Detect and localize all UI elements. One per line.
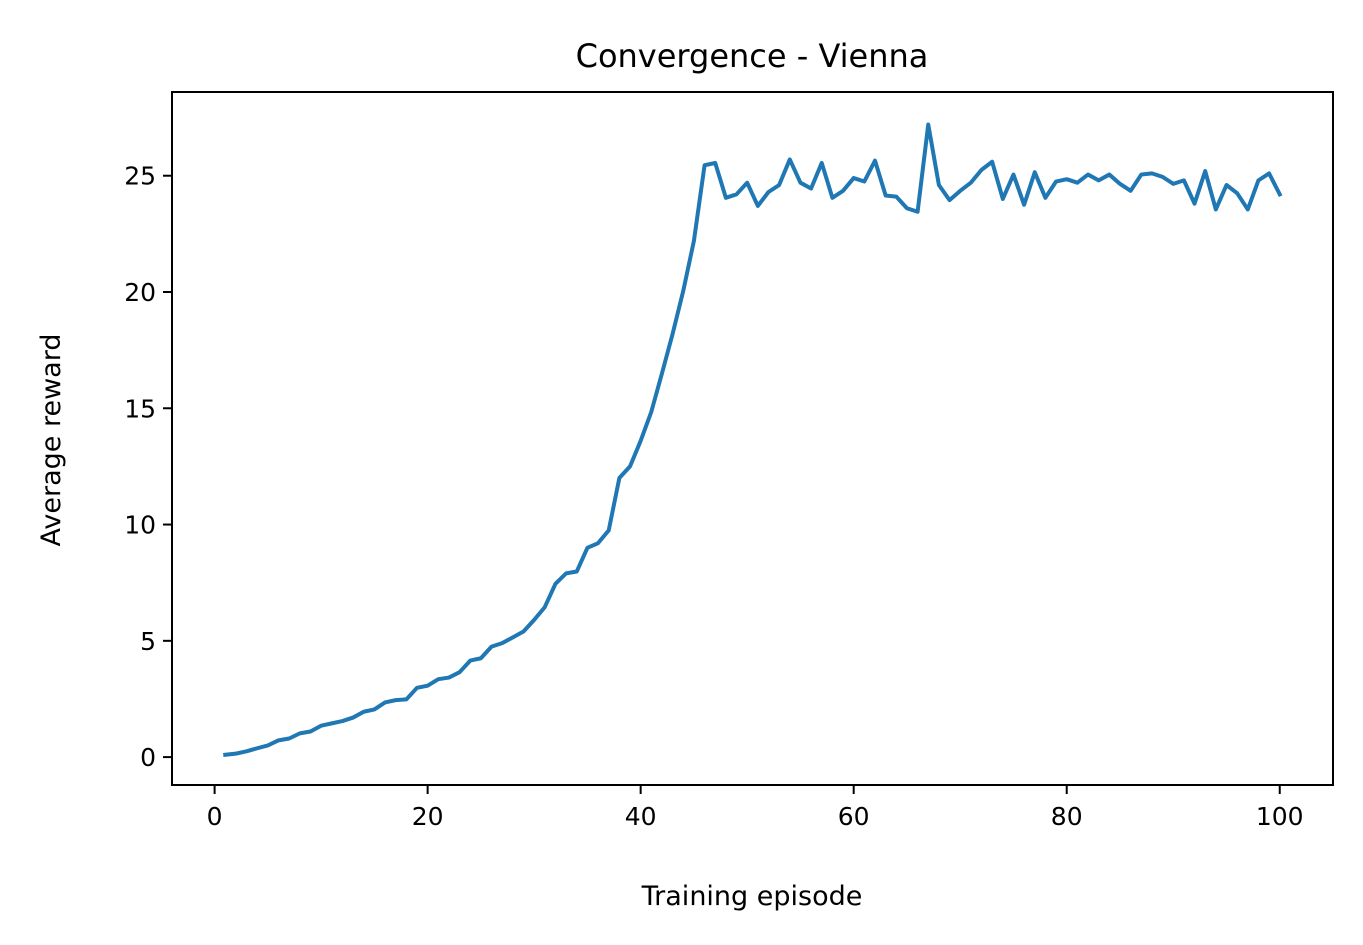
x-tick-label: 80	[1051, 802, 1083, 831]
y-axis: 0 5 10 15 20 25	[124, 162, 172, 772]
y-tick-label: 15	[124, 394, 156, 423]
y-tick-label: 10	[124, 511, 156, 540]
x-tick-label: 40	[625, 802, 657, 831]
y-axis-label: Average reward	[36, 334, 67, 547]
plot-area	[223, 122, 1283, 757]
series-line	[223, 122, 1283, 757]
x-tick-label: 0	[207, 802, 223, 831]
x-tick-label: 100	[1256, 802, 1304, 831]
y-tick-label: 0	[140, 743, 156, 772]
x-tick-label: 60	[838, 802, 870, 831]
axes-frame	[171, 91, 1334, 786]
y-tick-label: 5	[140, 627, 156, 656]
x-axis-label: Training episode	[641, 881, 863, 912]
y-tick-label: 20	[124, 278, 156, 307]
chart-title: Convergence - Vienna	[576, 37, 929, 75]
y-tick-label: 25	[124, 162, 156, 191]
x-tick-label: 20	[412, 802, 444, 831]
x-axis: 0 20 40 60 80 100	[207, 785, 1304, 831]
